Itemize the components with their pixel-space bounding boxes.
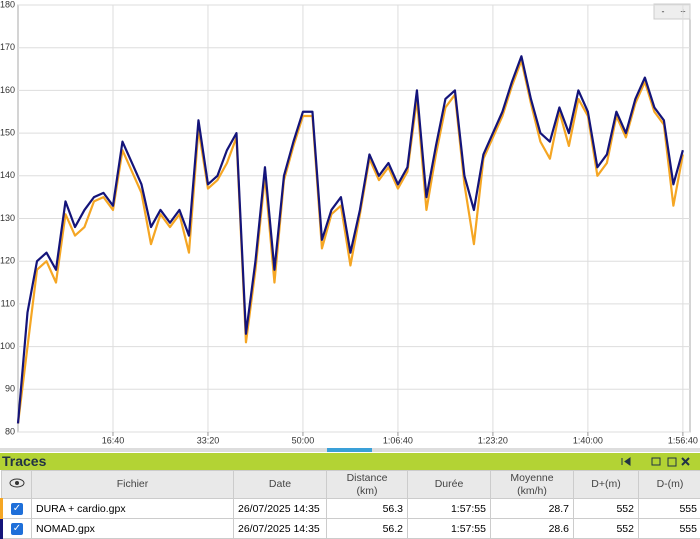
header-text: (km) bbox=[357, 485, 378, 497]
visibility-cell: ✓ bbox=[2, 519, 32, 539]
visibility-header bbox=[2, 471, 32, 499]
traces-table: Fichier Date Distance(km) Durée Moyenne(km/h… bbox=[0, 470, 700, 539]
header-text: Moyenne bbox=[510, 472, 553, 484]
icon-detach[interactable] bbox=[652, 458, 660, 465]
cell: 28.6 bbox=[491, 519, 574, 539]
icon-close[interactable] bbox=[682, 458, 689, 465]
y-tick-label: 120 bbox=[0, 256, 15, 266]
column-header: D-(m) bbox=[639, 471, 700, 499]
header-text: D+(m) bbox=[591, 478, 620, 490]
cell: 1:57:55 bbox=[408, 499, 491, 519]
y-tick-label: 110 bbox=[1, 298, 15, 308]
cell: DURA + cardio.gpx bbox=[32, 499, 234, 519]
header-text: Durée bbox=[435, 478, 464, 490]
y-tick-label: 80 bbox=[5, 426, 15, 436]
cell: 552 bbox=[574, 519, 639, 539]
x-tick-label: 50:00 bbox=[292, 435, 315, 445]
y-tick-label: 90 bbox=[5, 384, 15, 394]
column-header: Durée bbox=[408, 471, 491, 499]
header-row: Fichier Date Distance(km) Durée Moyenne(km/h… bbox=[2, 471, 700, 499]
cell: 1:57:55 bbox=[408, 519, 491, 539]
x-tick-label: 1:06:40 bbox=[383, 435, 413, 445]
checkbox[interactable]: ✓ bbox=[11, 503, 23, 515]
y-tick-label: 170 bbox=[0, 42, 15, 52]
header-text: Distance bbox=[347, 472, 388, 484]
traces-panel: Traces Fichier Date Distance(km) Durée Moyen… bbox=[0, 453, 700, 538]
column-header: Distance(km) bbox=[327, 471, 408, 499]
y-tick-label: 160 bbox=[0, 85, 15, 95]
column-header: Moyenne(km/h) bbox=[491, 471, 574, 499]
cell: 555 bbox=[639, 499, 700, 519]
y-tick-label: 130 bbox=[0, 213, 15, 223]
x-tick-label: 1:23:20 bbox=[478, 435, 508, 445]
checkbox[interactable]: ✓ bbox=[11, 523, 23, 535]
header-text: Fichier bbox=[117, 478, 149, 490]
x-tick-label: 1:56:40 bbox=[668, 435, 698, 445]
y-tick-label: 140 bbox=[0, 170, 15, 180]
column-header: D+(m) bbox=[574, 471, 639, 499]
y-tick-label: 100 bbox=[0, 341, 15, 351]
column-header: Fichier bbox=[32, 471, 234, 499]
cell: 28.7 bbox=[491, 499, 574, 519]
visibility-cell: ✓ bbox=[2, 499, 32, 519]
chart: - + 809010011012013014015016017018016:40… bbox=[0, 0, 700, 452]
x-tick-label: 16:40 bbox=[102, 435, 125, 445]
cell: NOMAD.gpx bbox=[32, 519, 234, 539]
panel-icons bbox=[616, 453, 696, 470]
cell: 555 bbox=[639, 519, 700, 539]
scroll-thumb[interactable] bbox=[327, 448, 372, 452]
x-tick-label: 33:20 bbox=[197, 435, 220, 445]
cell: 552 bbox=[574, 499, 639, 519]
header-text: D-(m) bbox=[657, 478, 684, 490]
cell: 56.3 bbox=[327, 499, 408, 519]
eye-icon bbox=[9, 478, 25, 488]
header-text: Date bbox=[269, 478, 291, 490]
icon-first[interactable] bbox=[622, 458, 630, 465]
cell: 26/07/2025 14:35 bbox=[234, 499, 327, 519]
x-tick-label: 1:40:00 bbox=[573, 435, 603, 445]
panel-bar: Traces bbox=[0, 453, 700, 470]
cell: 56.2 bbox=[327, 519, 408, 539]
icon-maximize[interactable] bbox=[668, 458, 676, 466]
y-tick-label: 150 bbox=[0, 127, 15, 137]
panel-title: Traces bbox=[2, 453, 46, 469]
cell: 26/07/2025 14:35 bbox=[234, 519, 327, 539]
y-tick-label: 180 bbox=[0, 0, 15, 9]
header-text: (km/h) bbox=[517, 485, 547, 497]
zoom-out[interactable]: - bbox=[662, 6, 665, 16]
column-header: Date bbox=[234, 471, 327, 499]
